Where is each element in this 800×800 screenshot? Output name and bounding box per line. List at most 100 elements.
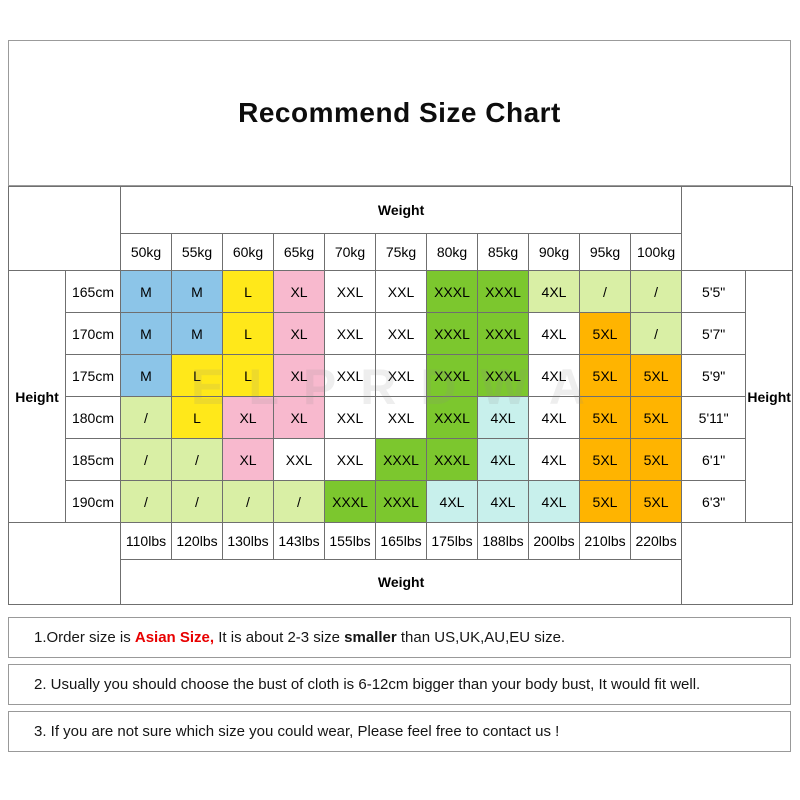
- size-cell: M: [171, 270, 223, 313]
- lbs-footer: 143lbs: [273, 522, 325, 560]
- size-cell: 5XL: [629, 354, 683, 397]
- kg-header: 50kg: [120, 233, 172, 271]
- size-cell: 4XL: [528, 396, 580, 439]
- size-cell: 5XL: [579, 354, 631, 397]
- height-ft-label: 5'7": [681, 312, 747, 355]
- height-cm-label: 165cm: [65, 270, 121, 313]
- size-cell: L: [171, 396, 223, 439]
- kg-header: 100kg: [629, 233, 683, 271]
- size-table: Weight 50kg 55kg 60kg 65kg 70kg 75kg 80kg 85kg 90…: [8, 186, 794, 605]
- size-cell: M: [120, 312, 172, 355]
- size-row: Height 165cm M M L XL XXL XXL XXXL XXXL 4XL //5'5" H…: [8, 270, 794, 523]
- size-cell: XXL: [324, 270, 376, 313]
- note-item-1: 1.Order size is Asian Size, It is about …: [8, 617, 791, 658]
- size-cell: 4XL: [528, 438, 580, 481]
- size-table-body: Weight 50kg 55kg 60kg 65kg 70kg 75kg 80kg 85kg 90…: [8, 186, 794, 605]
- size-cell: XXXL: [375, 480, 427, 523]
- size-row: 190cm / / / / XXXL XXXL 4XL 4XL 4XL 5XL 5XL 6'3": [9, 480, 793, 523]
- size-cell: /: [120, 480, 172, 523]
- note-text: 1.Order size is: [34, 629, 135, 646]
- size-cell: XXXL: [426, 270, 478, 313]
- row-lbs-footers: 110lbs 120lbs 130lbs 143lbs 155lbs 165lbs 175l…: [8, 522, 794, 605]
- lbs-footer: 210lbs: [579, 522, 631, 560]
- size-cell: XXL: [324, 438, 376, 481]
- size-cell: XXXL: [324, 480, 376, 523]
- size-cell: XL: [222, 396, 274, 439]
- size-cell: L: [222, 354, 274, 397]
- size-cell: M: [171, 312, 223, 355]
- size-cell: XXXL: [477, 270, 529, 313]
- size-cell: XXXL: [375, 438, 427, 481]
- size-cell: M: [120, 354, 172, 397]
- size-cell: 5XL: [629, 438, 683, 481]
- corner-top-left: [8, 186, 121, 271]
- size-cell: 4XL: [528, 354, 580, 397]
- kg-header: 85kg: [477, 233, 529, 271]
- height-ft-label: 5'5": [681, 270, 747, 313]
- size-cell: 5XL: [579, 480, 631, 523]
- size-cell: 4XL: [528, 270, 580, 313]
- height-label-right: Height: [745, 270, 794, 523]
- note-text-bold: smaller: [344, 629, 397, 646]
- kg-header: 75kg: [375, 233, 427, 271]
- size-cell: 4XL: [477, 480, 529, 523]
- note-item-2: 2. Usually you should choose the bust of…: [8, 664, 791, 705]
- lbs-footer: 188lbs: [477, 522, 529, 560]
- size-cell: /: [222, 480, 274, 523]
- size-cell: XXL: [324, 312, 376, 355]
- size-cell: L: [222, 312, 274, 355]
- kg-header: 80kg: [426, 233, 478, 271]
- size-cell: /: [120, 438, 172, 481]
- size-cell: M: [120, 270, 172, 313]
- height-ft-label: 6'1": [681, 438, 747, 481]
- kg-header: 70kg: [324, 233, 376, 271]
- page-title: Recommend Size Chart: [238, 97, 561, 128]
- kg-header: 55kg: [171, 233, 223, 271]
- note-text: It is about 2-3 size: [214, 629, 345, 646]
- lbs-footer: 165lbs: [375, 522, 427, 560]
- note-text-red: Asian Size,: [134, 629, 215, 646]
- weight-header-bottom: Weight: [119, 559, 683, 605]
- height-ft-label: 5'11": [681, 396, 747, 439]
- lbs-footer: 120lbs: [171, 522, 223, 560]
- size-cell: /: [171, 438, 223, 481]
- size-cell: XXL: [324, 354, 376, 397]
- size-cell: /: [171, 480, 223, 523]
- size-cell: /: [629, 312, 683, 355]
- lbs-footer: 220lbs: [629, 522, 683, 560]
- title-box: Recommend Size Chart: [8, 40, 791, 186]
- size-cell: 4XL: [477, 438, 529, 481]
- height-cm-label: 170cm: [65, 312, 121, 355]
- size-cell: XXL: [375, 270, 427, 313]
- row-weight-top: Weight: [8, 186, 794, 271]
- note-item-3: 3. If you are not sure which size you co…: [8, 711, 791, 752]
- size-cell: XL: [273, 354, 325, 397]
- size-cell: L: [171, 354, 223, 397]
- size-row: 170cm M M L XL XXL XXL XXXL XXXL 4XL 5XL/5'7": [9, 312, 793, 355]
- kg-header: 65kg: [273, 233, 325, 271]
- lbs-footer: 200lbs: [528, 522, 580, 560]
- lbs-footer: 175lbs: [426, 522, 478, 560]
- kg-header: 95kg: [579, 233, 631, 271]
- height-cm-label: 180cm: [65, 396, 121, 439]
- size-cell: /: [273, 480, 325, 523]
- size-cell: 4XL: [528, 480, 580, 523]
- note-text: than US,UK,AU,EU size.: [396, 629, 566, 646]
- lbs-footer: 110lbs: [120, 522, 172, 560]
- corner-bottom-right: [681, 522, 794, 605]
- height-ft-label: 6'3": [681, 480, 747, 523]
- note-text: 2. Usually you should choose the bust of…: [34, 676, 701, 693]
- row-kg-headers: 50kg 55kg 60kg 65kg 70kg 75kg 80kg 85kg 90kg 95kg…: [9, 233, 793, 271]
- size-cell: XXL: [324, 396, 376, 439]
- size-chart: ELPRDWA Weight50kg55kg60kg65kg70kg75kg80…: [8, 186, 794, 605]
- corner-top-right: [681, 186, 794, 271]
- size-cell: XXXL: [426, 312, 478, 355]
- size-row: 180cm / L XL XL XXL XXL XXXL 4XL 4XL 5XL 5XL 5'11": [9, 396, 793, 439]
- size-cell: XL: [273, 270, 325, 313]
- size-row: 185cm / / XL XXL XXL XXXL XXXL 4XL 4XL 5XL 5XL 6'1": [9, 438, 793, 481]
- height-cm-label: 185cm: [65, 438, 121, 481]
- size-cell: XXL: [375, 354, 427, 397]
- size-cell: XXXL: [477, 312, 529, 355]
- size-cell: XXL: [273, 438, 325, 481]
